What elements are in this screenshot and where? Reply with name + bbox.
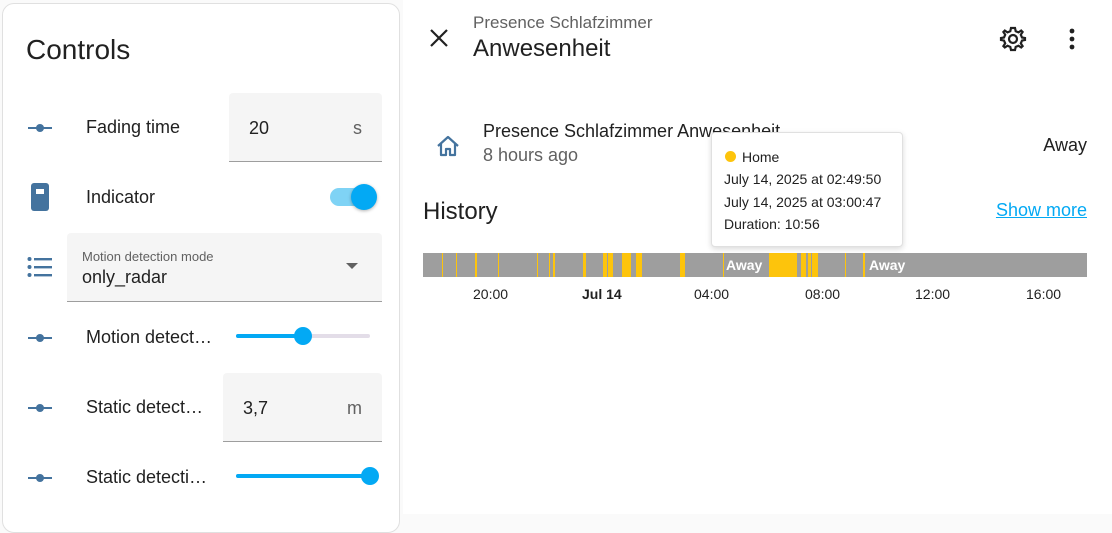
- home-outline-icon: [435, 133, 461, 159]
- history-title: History: [423, 198, 498, 225]
- slider-thumb[interactable]: [361, 467, 379, 485]
- slider-setting-icon: [25, 466, 55, 490]
- timeline-axis-tick: Jul 14: [582, 286, 622, 302]
- timeline-segment-home[interactable]: [456, 253, 457, 277]
- dropdown-arrow-icon[interactable]: [346, 263, 358, 269]
- slider-thumb[interactable]: [294, 327, 312, 345]
- indicator-toggle-thumb[interactable]: [351, 184, 377, 210]
- slider-setting-icon: [25, 326, 55, 350]
- motion-detect-label: Motion detect…: [86, 327, 213, 347]
- timeline-segment-home[interactable]: [475, 253, 477, 277]
- slider-fill: [236, 474, 370, 478]
- timeline-segment-home[interactable]: [583, 253, 586, 277]
- fading-time-input[interactable]: 20 s: [229, 93, 382, 162]
- fading-time-label: Fading time: [86, 117, 181, 137]
- timeline-segment-home[interactable]: [636, 253, 642, 277]
- timeline-segment-home[interactable]: [723, 253, 724, 277]
- timeline-segment-home[interactable]: [769, 253, 797, 277]
- static-sensitivity-slider[interactable]: [236, 467, 379, 485]
- timeline-segment-home[interactable]: [863, 253, 865, 277]
- fading-time-unit: s: [353, 118, 362, 138]
- timeline-segment-home[interactable]: [442, 253, 443, 277]
- dialog-subtitle: Presence Schlafzimmer: [473, 13, 653, 32]
- entity-name: Presence Schlafzimmer Anwesenheit: [483, 121, 781, 141]
- timeline-away-label: Away: [869, 257, 906, 273]
- fading-time-value: 20: [249, 118, 270, 138]
- timeline-axis-tick: 08:00: [805, 286, 841, 302]
- static-detect-label: Static detect…: [86, 397, 204, 417]
- tooltip-start: July 14, 2025 at 02:49:50: [724, 171, 882, 187]
- dialog-title: Anwesenheit: [473, 35, 611, 62]
- gear-icon[interactable]: [999, 25, 1027, 53]
- slider-setting-icon: [25, 396, 55, 420]
- timeline-segment-home[interactable]: [537, 253, 538, 277]
- slider-fill: [236, 334, 303, 338]
- tooltip-duration: Duration: 10:56: [724, 216, 820, 232]
- more-info-dialog: Presence Schlafzimmer Anwesenheit Presen…: [403, 0, 1112, 514]
- show-more-link[interactable]: Show more: [995, 200, 1087, 220]
- indicator-label: Indicator: [86, 187, 156, 207]
- more-vert-icon[interactable]: [1062, 25, 1082, 53]
- tooltip-state: Home: [742, 149, 780, 165]
- timeline-segment-home[interactable]: [680, 253, 685, 277]
- timeline-segment-home[interactable]: [498, 253, 499, 277]
- timeline-segment-home[interactable]: [549, 253, 550, 277]
- timeline-axis-tick: 20:00: [473, 286, 509, 302]
- tooltip-end: July 14, 2025 at 03:00:47: [724, 194, 882, 210]
- history-tooltip: Home July 14, 2025 at 02:49:50 July 14, …: [711, 132, 903, 247]
- motion-mode-value: only_radar: [82, 267, 168, 287]
- state-color-dot: [725, 151, 736, 162]
- timeline-segment-home[interactable]: [622, 253, 631, 277]
- timeline-segment-home[interactable]: [845, 253, 846, 277]
- static-distance-value: 3,7: [243, 398, 269, 418]
- timeline-away-label: Away: [726, 257, 763, 273]
- static-distance-input[interactable]: 3,7 m: [223, 373, 382, 442]
- timeline-axis-tick: 04:00: [694, 286, 730, 302]
- static-distance-unit: m: [347, 398, 362, 418]
- entity-state: Away: [1043, 135, 1087, 155]
- card-title: Controls: [26, 34, 131, 65]
- motion-mode-label: Motion detection mode: [82, 249, 214, 264]
- timeline-segment-home[interactable]: [603, 253, 607, 277]
- slider-setting-icon: [25, 116, 55, 140]
- timeline-axis-tick: 16:00: [1026, 286, 1062, 302]
- timeline-segment-home[interactable]: [812, 253, 818, 277]
- static-sensitivity-label: Static detecti…: [86, 467, 208, 487]
- motion-detect-slider[interactable]: [236, 327, 370, 345]
- timeline-segment-home[interactable]: [808, 253, 811, 277]
- timeline-axis-tick: 12:00: [915, 286, 951, 302]
- list-icon: [25, 255, 55, 279]
- motion-mode-select[interactable]: Motion detection mode only_radar: [67, 233, 382, 302]
- timeline-segment-home[interactable]: [801, 253, 806, 277]
- indicator-icon: [25, 182, 55, 212]
- timeline-segment-home[interactable]: [608, 253, 613, 277]
- close-icon[interactable]: [427, 26, 451, 50]
- controls-card: Controls Fading time 20 s Indicator Moti…: [2, 3, 400, 533]
- timeline-segment-home[interactable]: [553, 253, 555, 277]
- history-timeline[interactable]: Away Away: [423, 253, 1087, 277]
- entity-last-changed: 8 hours ago: [483, 145, 579, 165]
